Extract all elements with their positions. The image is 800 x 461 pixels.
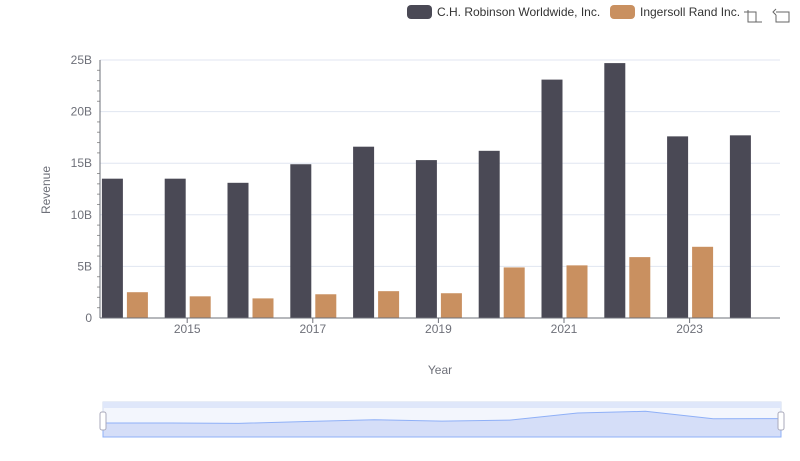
y-tick-label: 5B [77,259,92,273]
legend-swatch [407,5,432,19]
bar-ingersoll-2020[interactable] [503,267,525,318]
bar-ingersoll-2023[interactable] [692,246,714,318]
legend-item[interactable]: Ingersoll Rand Inc. [610,5,740,19]
bar-ingersoll-2018[interactable] [378,291,400,318]
bar-chrobinson-2014[interactable] [101,178,123,318]
legend-label: Ingersoll Rand Inc. [640,5,740,19]
slider-handle-right[interactable] [777,411,785,431]
bar-chrobinson-2021[interactable] [541,79,563,318]
zoom-icon[interactable] [744,10,762,23]
bar-chrobinson-2022[interactable] [604,63,626,318]
x-tick-label: 2017 [299,322,326,336]
bar-chrobinson-2018[interactable] [353,146,375,318]
restore-icon[interactable] [772,8,790,23]
bar-ingersoll-2015[interactable] [189,296,211,318]
y-tick-label: 10B [71,208,92,222]
bar-chrobinson-2020[interactable] [478,150,500,318]
bar-chrobinson-2015[interactable] [164,178,186,318]
bar-ingersoll-2014[interactable] [126,292,148,318]
bar-ingersoll-2016[interactable] [252,298,274,318]
legend-swatch [610,5,635,19]
bar-chrobinson-2023[interactable] [667,136,689,318]
bar-ingersoll-2022[interactable] [629,257,651,318]
y-tick-label: 15B [71,156,92,170]
y-axis-label: Revenue [39,166,53,214]
y-tick-label: 20B [71,105,92,119]
x-tick-label: 2021 [551,322,578,336]
y-tick-label: 25B [71,53,92,67]
legend-label: C.H. Robinson Worldwide, Inc. [437,5,600,19]
bar-chrobinson-2017[interactable] [290,164,312,318]
x-tick-label: 2023 [676,322,703,336]
x-axis-label: Year [428,363,452,377]
bar-chrobinson-2016[interactable] [227,182,249,318]
bar-chrobinson-2024[interactable] [729,135,751,318]
x-tick-label: 2019 [425,322,452,336]
y-tick-label: 0 [85,311,92,325]
bar-ingersoll-2019[interactable] [440,293,462,318]
legend-item[interactable]: C.H. Robinson Worldwide, Inc. [407,5,600,19]
x-tick-label: 2015 [174,322,201,336]
bar-chrobinson-2019[interactable] [415,160,437,318]
slider-handle-left[interactable] [99,411,107,431]
data-zoom-slider[interactable] [99,401,785,438]
bar-ingersoll-2017[interactable] [315,294,337,318]
bar-ingersoll-2021[interactable] [566,265,588,318]
